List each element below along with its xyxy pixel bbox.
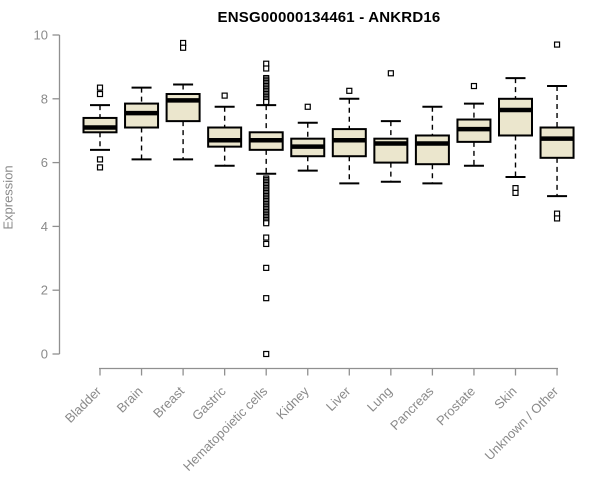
x-tick-label: Brain (114, 384, 146, 416)
outlier-point (263, 98, 270, 106)
y-tick-label: 4 (41, 219, 48, 234)
iqr-box (82, 116, 118, 134)
box-group-lung (373, 70, 409, 183)
outlier-point (387, 70, 394, 77)
box-group-prostate (456, 82, 492, 167)
outlier-point (96, 156, 104, 163)
y-axis: 0 2 4 6 8 10 (34, 28, 61, 362)
x-tick-label: Breast (150, 383, 187, 420)
outlier-point (304, 103, 311, 110)
outlier-point (263, 220, 270, 227)
outlier-point (263, 234, 270, 241)
y-tick-label: 2 (41, 283, 48, 298)
box-group-hematopoietic-cells (248, 60, 284, 358)
x-tick-label: Pancreas (387, 383, 437, 433)
x-tick-label: Kidney (273, 383, 312, 422)
box-group-skin (498, 77, 533, 197)
y-tick-label: 6 (41, 155, 48, 170)
x-tick-label: Skin (491, 384, 519, 412)
x-tick-label: Gastric (189, 383, 229, 423)
x-tick-label: Liver (323, 383, 354, 414)
outlier-point (346, 87, 353, 94)
x-tick-label: Unknown / Other (482, 383, 562, 463)
iqr-box (207, 126, 243, 148)
outlier-point (553, 215, 561, 222)
iqr-box (331, 128, 367, 158)
x-tick-label: Bladder (62, 383, 105, 426)
box-group-brain (124, 86, 160, 161)
iqr-box (165, 93, 201, 123)
iqr-box (414, 134, 450, 166)
iqr-box (124, 102, 160, 129)
outlier-point (263, 65, 270, 72)
outlier-point (96, 164, 104, 171)
box-group-pancreas (414, 105, 450, 185)
outlier-point (512, 189, 519, 197)
outlier-point (553, 41, 561, 48)
outlier-point (221, 92, 228, 99)
y-tick-label: 0 (41, 347, 48, 362)
box-group-bladder (82, 84, 118, 171)
box-group-breast (165, 39, 201, 161)
y-tick-label: 10 (34, 28, 48, 43)
y-tick-label: 8 (41, 91, 48, 106)
box-group-gastric (207, 92, 243, 167)
outlier-point (263, 350, 270, 358)
outlier-point (263, 295, 270, 302)
box-group-kidney (290, 103, 326, 172)
x-tick-label: Prostate (433, 384, 478, 429)
outlier-point (96, 90, 104, 98)
iqr-box (539, 126, 575, 159)
outlier-point (263, 240, 270, 248)
outlier-point (470, 82, 478, 90)
outlier-point (180, 44, 187, 51)
outlier-point (263, 264, 270, 271)
box-group-liver (331, 87, 367, 185)
chart-title: ENSG00000134461 - ANKRD16 (217, 9, 441, 26)
x-tick-label: Lung (364, 384, 395, 415)
outlier-point (96, 84, 104, 91)
box-group-unknown-other (539, 41, 575, 222)
iqr-box (498, 97, 533, 137)
